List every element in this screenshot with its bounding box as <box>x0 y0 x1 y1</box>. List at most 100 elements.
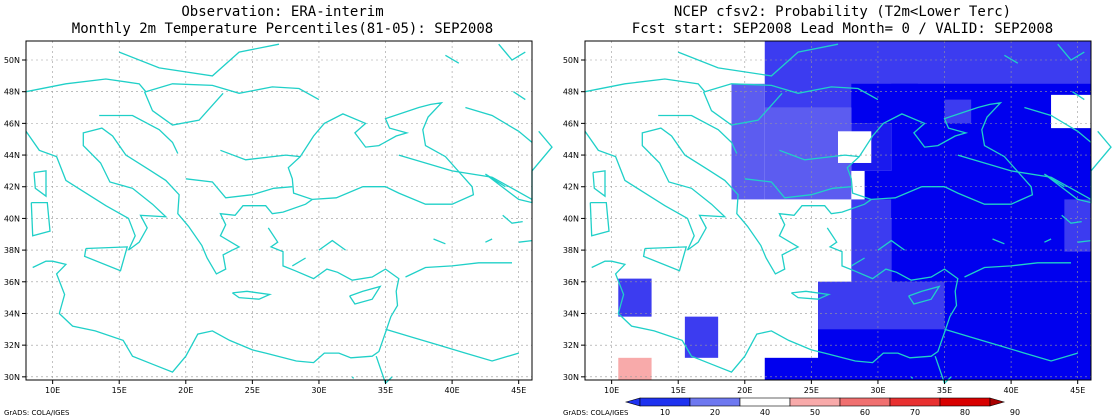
left-map: 10E 15E 20E 25E 30E 35E 40E 45E 50N 48N 46N 44N 42N 4… <box>4 40 553 395</box>
lat-tick-label: 36N <box>4 278 20 287</box>
colorbar-segment <box>939 397 991 407</box>
coastline <box>944 328 1078 362</box>
coastline <box>592 170 606 198</box>
coastline <box>318 239 346 251</box>
colorbar-arrow-left <box>624 397 641 407</box>
coastline <box>185 178 293 199</box>
coastline <box>658 114 738 154</box>
lat-tick-label: 36N <box>563 278 579 287</box>
coastline <box>349 285 382 305</box>
lat-tick-label: 32N <box>563 341 579 350</box>
coastline <box>25 78 320 101</box>
coastline <box>405 262 512 278</box>
lat-tick-label: 46N <box>563 119 579 128</box>
colorbar-label: 40 <box>760 408 770 417</box>
probability-cell <box>838 131 872 163</box>
lon-tick-label: 45E <box>511 386 526 395</box>
probability-cell <box>731 83 765 200</box>
probability-cell <box>764 357 1091 380</box>
coastline <box>1024 106 1092 143</box>
coastline <box>291 257 306 267</box>
coastline <box>992 238 1005 245</box>
colorbar-segment <box>689 397 741 407</box>
coastline <box>513 91 526 101</box>
probability-cell <box>764 107 852 200</box>
colorbar-arrow-right <box>989 397 1006 407</box>
left-title-line2: Monthly 2m Temperature Percentiles(81-05… <box>71 21 494 37</box>
lon-tick-label: 40E <box>1003 386 1018 395</box>
coastline <box>702 91 783 126</box>
coastline <box>964 262 1071 278</box>
coastline <box>498 43 526 61</box>
lat-tick-label: 30N <box>4 373 20 382</box>
right-title-line2: Fcst start: SEP2008 Lead Month= 0 / VALI… <box>631 21 1054 37</box>
colorbar: 10 20 40 50 60 70 80 90 <box>624 397 1020 417</box>
credit-right: GrADS: COLA/IGES <box>563 409 629 417</box>
coastline <box>445 54 460 64</box>
lat-tick-label: 40N <box>563 214 579 223</box>
right-map: 10E 15E 20E 25E 30E 35E 40E 45E 50N 48N 46N 44N 42N 4… <box>563 40 1112 395</box>
coastline <box>779 149 860 161</box>
coastline <box>433 238 446 245</box>
colorbar-segment <box>839 397 891 407</box>
colorbar-segment <box>889 397 941 407</box>
lat-tick-label: 40N <box>4 214 20 223</box>
colorbar-label: 20 <box>710 408 720 417</box>
lat-tick-label: 42N <box>563 183 579 192</box>
coastline <box>518 239 533 243</box>
coastline <box>143 91 224 126</box>
coastline <box>1072 91 1085 101</box>
probability-cell <box>618 278 652 317</box>
lat-tick-label: 44N <box>4 151 20 160</box>
coastline <box>744 178 852 199</box>
map-frame <box>584 40 1092 381</box>
colorbar-label: 90 <box>1010 408 1020 417</box>
map-frame <box>25 40 533 381</box>
right-title-line1: NCEP cfsv2: Probability (T2m<Lower Terc) <box>673 4 1012 20</box>
lat-tick-label: 48N <box>563 88 579 97</box>
lat-tick-label: 38N <box>4 246 20 255</box>
coastline <box>642 246 688 272</box>
lat-tick-label: 48N <box>4 88 20 97</box>
coastline <box>1077 239 1092 243</box>
coastline <box>1004 54 1019 64</box>
coastline <box>99 114 179 154</box>
lat-tick-label: 42N <box>4 183 20 192</box>
colorbar-label: 80 <box>960 408 970 417</box>
lon-tick-label: 20E <box>178 386 193 395</box>
colorbar-label: 50 <box>810 408 820 417</box>
coastline <box>908 285 941 305</box>
colorbar-label: 60 <box>860 408 870 417</box>
coastline <box>584 101 1034 275</box>
lon-tick-label: 25E <box>245 386 260 395</box>
coastline <box>677 43 839 77</box>
lat-tick-label: 38N <box>563 246 579 255</box>
lon-tick-label: 35E <box>937 386 952 395</box>
coastline <box>232 290 273 300</box>
lon-tick-label: 15E <box>112 386 127 395</box>
coastline <box>220 149 301 161</box>
lat-tick-label: 50N <box>4 56 20 65</box>
coastlines <box>25 43 553 385</box>
coastline <box>1061 214 1082 224</box>
coastline <box>465 106 533 143</box>
coastline <box>485 238 493 243</box>
gridlines <box>585 41 1091 380</box>
coastline <box>1044 238 1052 243</box>
coastline <box>25 101 475 275</box>
coastlines <box>584 43 1112 385</box>
colorbar-label: 10 <box>660 408 670 417</box>
coastline <box>877 239 905 251</box>
probability-cell <box>818 281 945 330</box>
left-title-line1: Observation: ERA-interim <box>181 4 384 20</box>
lon-tick-label: 25E <box>804 386 819 395</box>
lat-tick-label: 44N <box>563 151 579 160</box>
probability-cell <box>618 357 652 380</box>
coastline <box>118 43 280 77</box>
coastline <box>591 227 959 373</box>
coastline <box>850 257 865 267</box>
lon-tick-label: 45E <box>1070 386 1085 395</box>
lon-tick-label: 30E <box>311 386 326 395</box>
gridlines <box>26 41 532 380</box>
